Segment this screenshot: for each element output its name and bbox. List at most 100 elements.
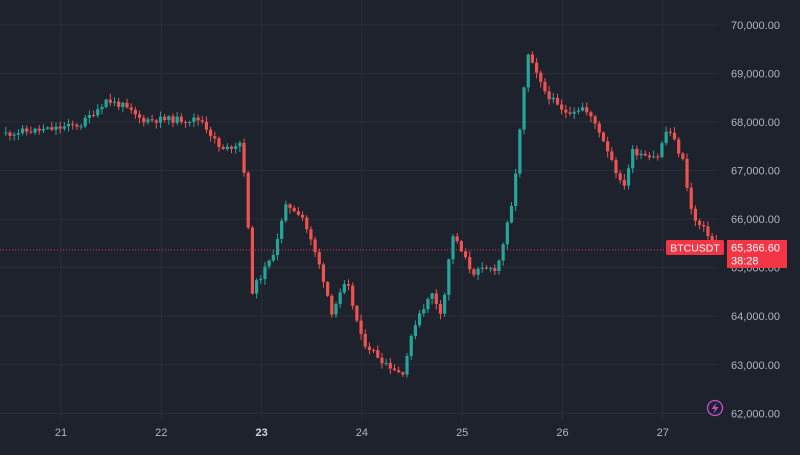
candle [576, 107, 580, 115]
lightning-icon[interactable] [706, 399, 724, 417]
candle [555, 93, 560, 106]
candle [643, 150, 647, 157]
candle [217, 136, 221, 152]
candle [79, 123, 83, 131]
candle [242, 138, 246, 177]
candle [263, 261, 267, 285]
candle [384, 358, 388, 366]
candle [530, 51, 535, 64]
candle [8, 130, 12, 141]
y-tick-label: 66,000.00 [731, 214, 780, 226]
candle [204, 116, 209, 134]
candle [29, 126, 33, 134]
candle [4, 126, 8, 136]
candle [254, 278, 259, 299]
candle [71, 120, 75, 130]
candle [497, 259, 501, 275]
candle [142, 115, 146, 127]
x-tick-label: 21 [55, 427, 67, 439]
candle [133, 106, 137, 119]
x-tick-label: 23 [255, 427, 267, 439]
candle [697, 218, 702, 230]
candle [117, 97, 121, 111]
candle [305, 215, 309, 234]
candle [664, 126, 668, 146]
candle [229, 145, 234, 154]
y-tick-label: 62,000.00 [731, 408, 780, 420]
candle [447, 258, 451, 301]
candle [146, 117, 150, 125]
candle [259, 275, 263, 285]
y-tick-label: 67,000.00 [731, 166, 780, 178]
x-tick-label: 26 [556, 427, 568, 439]
candle [438, 299, 443, 320]
candle [376, 345, 380, 359]
candle [526, 53, 530, 93]
candle [58, 121, 62, 134]
candle [280, 218, 284, 244]
candle [346, 279, 351, 291]
candle [338, 288, 342, 308]
candle [121, 101, 125, 113]
candle [87, 110, 92, 124]
candle [163, 114, 167, 123]
candle [267, 259, 271, 270]
candle [417, 310, 422, 328]
candle [238, 140, 242, 153]
candle [409, 334, 413, 361]
candle [129, 103, 133, 114]
candle [192, 113, 196, 127]
candle [489, 266, 493, 273]
candle [179, 113, 183, 125]
x-tick-label: 24 [356, 427, 368, 439]
candle [288, 203, 292, 214]
candle [618, 170, 622, 184]
candle [522, 86, 526, 135]
candle [33, 127, 37, 135]
candle [585, 102, 589, 116]
candle [501, 242, 505, 266]
y-tick-label: 64,000.00 [731, 311, 780, 323]
candle [601, 131, 606, 143]
candle [50, 121, 54, 131]
candle [112, 97, 117, 107]
candle [246, 170, 250, 230]
candle [635, 145, 639, 160]
candle [476, 266, 480, 280]
candle [422, 304, 426, 317]
candle [196, 114, 200, 126]
last-price-badge[interactable]: 65,366.60 38:28 [727, 240, 787, 268]
candle [493, 264, 497, 276]
bar-countdown: 38:28 [731, 256, 759, 268]
candle [334, 301, 338, 318]
candle [551, 92, 555, 104]
candle [46, 126, 50, 130]
candle [104, 98, 108, 109]
candle [610, 147, 614, 162]
candle [183, 120, 188, 128]
y-tick-label: 68,000.00 [731, 117, 780, 129]
candle [292, 205, 296, 213]
candle [271, 249, 275, 263]
candle [367, 342, 372, 355]
candle [213, 131, 217, 144]
candle [397, 366, 401, 374]
candle [175, 112, 179, 126]
candle [593, 114, 597, 130]
candle [484, 264, 489, 270]
candle [693, 205, 697, 227]
symbol-badge[interactable]: BTCUSDT [666, 240, 724, 255]
candle [54, 122, 58, 136]
candle [689, 182, 693, 215]
candle [313, 236, 317, 258]
candle [158, 111, 163, 128]
candle [652, 150, 656, 159]
candle [702, 221, 706, 232]
candle [355, 304, 359, 323]
price-axis[interactable]: 70,000.00 69,000.00 68,000.00 67,000.00 66,0… [731, 20, 780, 420]
candle [468, 251, 472, 274]
time-axis[interactable]: 21 22 23 24 25 26 27 [55, 427, 669, 439]
candle [225, 143, 229, 152]
